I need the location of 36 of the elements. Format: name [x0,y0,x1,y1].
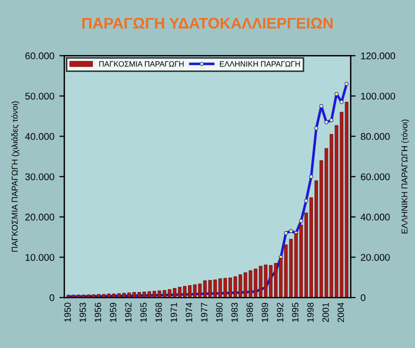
y2-tick-label: 60.000 [360,173,390,180]
x-tick-label: 1989 [262,302,268,322]
y-axis-title: ΠΑΓΚΟΣΜΙΑ ΠΑΡΑΓΩΓΗ (χιλιάδες τόνοι) [11,101,20,252]
x-tick-label: 1992 [276,302,284,322]
x-tick-label: 1998 [307,302,314,322]
x-tick-label: 1962 [125,302,132,322]
y-tick-label: 60.000 [25,52,54,60]
x-tick-label: 1995 [292,302,298,322]
y2-axis-title: ΕΛΛΗΝΙΚΗ ΠΑΡΑΓΩΓΗ (τόνοι) [401,120,410,234]
y2-tick-label: 120.000 [361,52,396,60]
x-tick-label: 1953 [80,302,86,322]
x-tick-label: 1986 [246,302,253,322]
x-tick-label: 1974 [186,302,192,322]
x-tick-label: 1980 [216,302,223,322]
x-tick-label: 2001 [322,302,329,322]
x-tick-label: 1977 [201,302,208,322]
y2-tick-label: 80.000 [360,133,390,140]
x-tick-label: 1956 [94,302,102,322]
y-tick-label: 30.000 [25,173,54,180]
x-tick-label: 1968 [155,302,162,322]
x-tick-label: 1959 [110,302,116,322]
x-tick-label: 1965 [140,302,147,322]
y2-tick-label: 40.000 [360,214,390,221]
y2-tick-label: 20.000 [360,254,390,261]
y-tick-label: 50.000 [25,92,54,100]
y-tick-label: 10.000 [26,254,54,261]
y-tick-label: 40.000 [25,133,54,140]
x-tick-label: 1971 [170,302,178,322]
chart-title: ΠΑΡΑΓΩΓΗ ΥΔΑΤΟΚΑΛΛΙΕΡΓΕΙΩΝ [82,18,333,29]
x-tick-label: 2004 [338,302,344,322]
y2-tick-label: 0 [360,294,366,302]
y-tick-label: 0 [50,294,54,302]
x-tick-label: 1983 [231,302,238,322]
x-tick-label: 1950 [64,302,71,322]
y-tick-label: 20.000 [25,214,54,221]
y2-tick-label: 100.000 [361,92,396,100]
